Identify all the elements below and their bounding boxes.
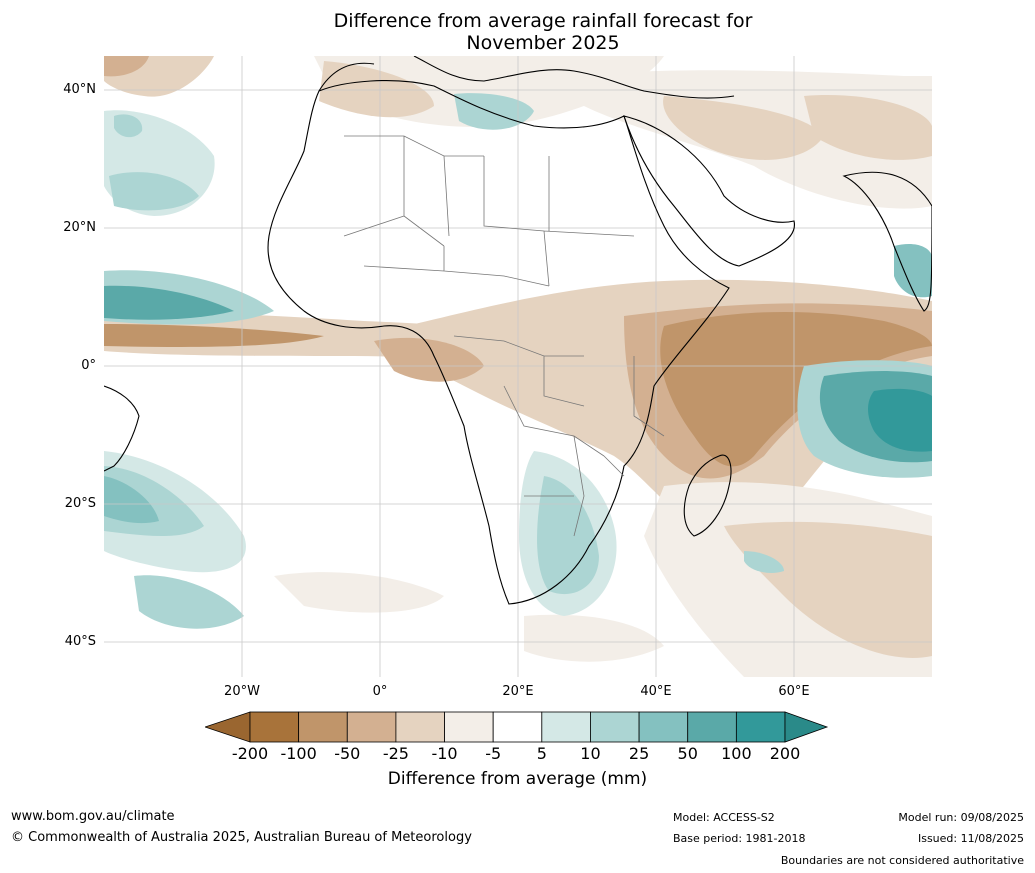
title-line-2: November 2025 [466, 32, 620, 54]
lon-label-40e: 40°E [640, 684, 672, 699]
lon-label-20w: 20°W [224, 684, 260, 699]
footer-issued: Issued: 11/08/2025 [917, 832, 1024, 845]
country-borders [343, 135, 665, 537]
colorbar-arrow-low [205, 711, 251, 743]
colorbar-tick-label: 10 [580, 744, 601, 763]
colorbar-tick-label: -10 [431, 744, 458, 763]
colorbar-block [541, 711, 591, 743]
colorbar-block [249, 711, 300, 743]
rainfall-map [104, 56, 932, 677]
colorbar-block [687, 711, 737, 743]
lat-label-20n: 20°N [63, 220, 96, 235]
colorbar-tick-label: 100 [721, 744, 752, 763]
title-line-1: Difference from average rainfall forecas… [333, 10, 753, 32]
colorbar-block [735, 711, 786, 743]
lat-label-20s: 20°S [64, 496, 96, 511]
colorbar-arrow-high [784, 711, 829, 743]
colorbar-block [590, 711, 640, 743]
colorbar-tick-label: -5 [485, 744, 502, 763]
footer-url: www.bom.gov.au/climate [11, 809, 175, 824]
lon-label-20e: 20°E [502, 684, 534, 699]
coastlines [104, 56, 932, 605]
colorbar-block [298, 711, 348, 743]
colorbar-block [346, 711, 397, 743]
footer-base-period: Base period: 1981-2018 [673, 832, 806, 845]
colorbar-tick-label: -25 [382, 744, 409, 763]
colorbar-title: Difference from average (mm) [387, 769, 648, 789]
colorbar-block [638, 711, 689, 743]
wet-anomaly-areas [104, 93, 932, 629]
colorbar-tick-label: 50 [677, 744, 698, 763]
colorbar [205, 711, 829, 743]
footer-model: Model: ACCESS-S2 [673, 811, 775, 824]
colorbar-tick-label: 5 [536, 744, 547, 763]
lon-label-60e: 60°E [778, 684, 810, 699]
colorbar-blocks [249, 711, 786, 743]
colorbar-tick-label: 25 [628, 744, 650, 763]
footer-copyright: © Commonwealth of Australia 2025, Austra… [11, 830, 472, 845]
colorbar-tick-label: -50 [334, 744, 361, 763]
lat-label-40n: 40°N [63, 82, 96, 97]
colorbar-block [444, 711, 494, 743]
dry-anomaly-areas [104, 56, 932, 677]
colorbar-tick-label: -100 [280, 744, 317, 763]
lat-label-0: 0° [81, 358, 96, 373]
map-title: Difference from average rainfall forecas… [200, 10, 886, 54]
colorbar-tick-label: 200 [769, 744, 801, 763]
lon-label-0: 0° [372, 684, 388, 699]
footer-model-run: Model run: 09/08/2025 [898, 811, 1024, 824]
footer-disclaimer: Boundaries are not considered authoritat… [780, 854, 1024, 867]
colorbar-tick-label: -200 [231, 744, 269, 763]
graticule [104, 56, 932, 677]
colorbar-block [492, 711, 543, 743]
lat-label-40s: 40°S [64, 634, 96, 649]
colorbar-block [395, 711, 445, 743]
